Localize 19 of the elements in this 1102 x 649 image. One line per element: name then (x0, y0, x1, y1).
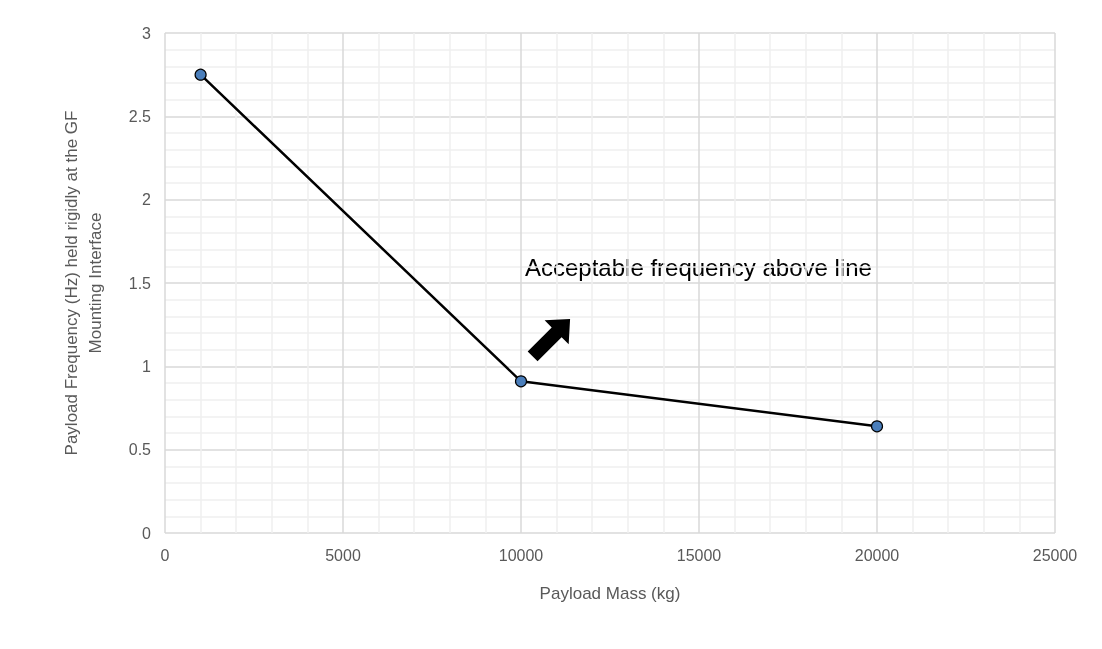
y-tick-label: 2 (142, 191, 152, 209)
x-axis-title: Payload Mass (kg) (539, 583, 681, 603)
x-tick-label: 0 (160, 546, 170, 564)
x-tick-label: 5000 (325, 546, 361, 564)
x-tick-label: 25000 (1032, 546, 1078, 564)
point (514, 375, 528, 388)
y-tick-label: 0.5 (128, 441, 152, 459)
x-tick-label: 15000 (676, 546, 722, 564)
y-axis-title: Payload Frequency (Hz) held rigidly at the GF Mounting Interface (61, 110, 105, 456)
y-tick-label: 0 (142, 524, 152, 542)
point (194, 68, 207, 81)
x-tick-label: 10000 (498, 546, 544, 564)
y-tick-label: 1 (142, 357, 152, 375)
y-tick-label: 2.5 (128, 107, 152, 125)
y-tick-label: 3 (142, 24, 152, 42)
point (870, 420, 884, 433)
annotation: Acceptable frequency above line (525, 253, 872, 281)
y-tick-label: 1.5 (128, 274, 152, 292)
x-tick-label: 20000 (854, 546, 900, 564)
